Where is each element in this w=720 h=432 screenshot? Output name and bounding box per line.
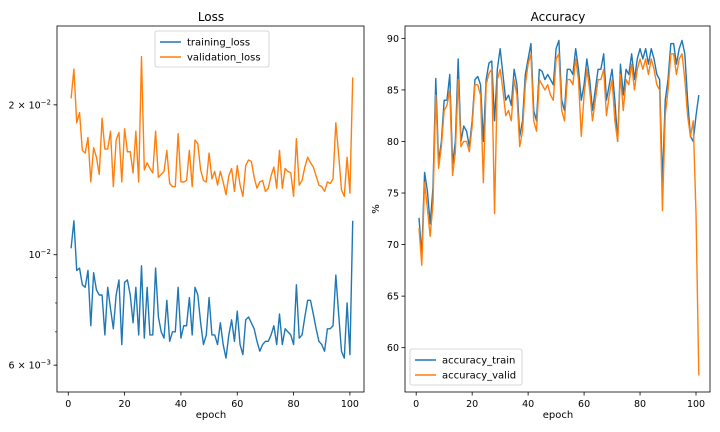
loss-x-tick-label: 80 [288,399,300,410]
accuracy-chart-title: Accuracy [531,10,586,24]
loss-x-axis-label: epoch [196,410,226,421]
loss-y-tick-label: 2 × 10−2 [9,98,51,111]
loss-x-tick-label: 0 [65,399,71,410]
loss-legend: training_loss validation_loss [154,30,270,68]
accuracy-y-tick-label: 80 [387,137,399,148]
accuracy-plot-area [404,25,711,393]
accuracy-y-tick-label: 70 [387,240,399,251]
accuracy-y-tick-label: 60 [387,343,399,354]
accuracy-x-ticks: 0 20 40 60 80 100 [413,392,705,410]
series-line-validation-loss [70,55,354,198]
accuracy-y-tick-label: 85 [387,85,399,96]
accuracy-y-ticks: 60 65 70 75 80 85 90 [387,34,405,354]
accuracy-x-tick-label: 0 [413,399,419,410]
loss-x-ticks: 0 20 40 60 80 100 [65,392,359,410]
legend-label-accuracy-train: accuracy_train [442,356,515,367]
accuracy-y-tick-label: 90 [387,34,399,45]
series-line-training-loss [70,220,354,359]
loss-legend-box [154,30,270,68]
accuracy-y-tick-label: 75 [387,189,399,200]
accuracy-legend-box [409,348,523,386]
loss-x-tick-label: 40 [175,399,187,410]
accuracy-legend: accuracy_train accuracy_valid [409,348,523,386]
accuracy-x-tick-label: 20 [466,399,478,410]
legend-label-validation-loss: validation_loss [187,53,261,64]
accuracy-x-tick-label: 40 [522,399,534,410]
series-line-accuracy-valid [418,53,700,376]
accuracy-x-tick-label: 80 [634,399,646,410]
loss-plot-area [56,25,365,393]
loss-y-ticks: 6 × 10−3 10−2 2 × 10−2 [9,98,57,372]
accuracy-y-axis-label: % [371,204,382,214]
loss-y-tick-label: 6 × 10−3 [9,359,51,372]
accuracy-x-tick-label: 100 [687,399,705,410]
accuracy-x-axis-label: epoch [543,410,573,421]
series-line-accuracy-train [418,39,700,256]
loss-chart: Loss 0 20 40 60 80 100 6 × 10−3 10−2 2 × 10−2 e… [9,10,365,421]
legend-label-accuracy-valid: accuracy_valid [442,371,516,382]
loss-x-tick-label: 20 [119,399,131,410]
loss-x-tick-label: 60 [231,399,243,410]
accuracy-y-tick-label: 65 [387,292,399,303]
loss-x-tick-label: 100 [341,399,359,410]
legend-label-training-loss: training_loss [187,38,250,49]
loss-lines [70,55,354,359]
accuracy-lines [418,39,700,376]
loss-y-tick-label: 10−2 [29,248,51,261]
loss-chart-title: Loss [198,10,224,24]
accuracy-x-tick-label: 60 [578,399,590,410]
accuracy-chart: Accuracy 0 20 40 60 80 100 60 65 70 75 80 85 90 epo… [371,10,711,421]
